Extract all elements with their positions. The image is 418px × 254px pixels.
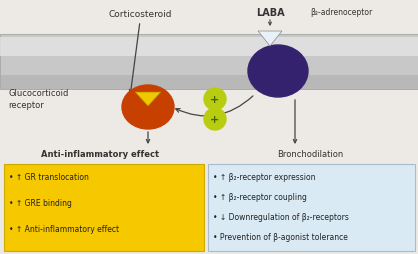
FancyBboxPatch shape — [4, 164, 204, 251]
FancyArrowPatch shape — [176, 97, 253, 117]
Text: • ↓ Downregulation of β₂-receptors: • ↓ Downregulation of β₂-receptors — [213, 212, 349, 221]
Text: • ↑ Anti-inflammatory effect: • ↑ Anti-inflammatory effect — [9, 224, 119, 233]
Text: • ↑ β₂-receptor expression: • ↑ β₂-receptor expression — [213, 172, 316, 181]
Text: β₂-adrenoceptor: β₂-adrenoceptor — [310, 8, 372, 17]
Text: +: + — [210, 115, 219, 124]
Text: Bronchodilation: Bronchodilation — [277, 149, 343, 158]
Text: • ↑ β₂-receptor coupling: • ↑ β₂-receptor coupling — [213, 192, 307, 201]
Polygon shape — [135, 93, 161, 107]
Polygon shape — [258, 32, 282, 47]
Circle shape — [204, 89, 226, 110]
Ellipse shape — [248, 46, 308, 98]
Text: • ↑ GR translocation: • ↑ GR translocation — [9, 172, 89, 181]
Text: • ↑ GRE binding: • ↑ GRE binding — [9, 198, 72, 207]
Text: Glucocorticoid: Glucocorticoid — [8, 88, 69, 97]
Text: Corticosteroid: Corticosteroid — [108, 10, 172, 19]
Bar — [0, 76, 418, 90]
Ellipse shape — [122, 86, 174, 130]
Text: • Prevention of β-agonist tolerance: • Prevention of β-agonist tolerance — [213, 232, 348, 241]
Bar — [0, 35, 418, 90]
FancyBboxPatch shape — [208, 164, 415, 251]
Circle shape — [204, 108, 226, 131]
Text: Anti-inflammatory effect: Anti-inflammatory effect — [41, 149, 159, 158]
Bar — [0, 38, 418, 57]
Text: +: + — [210, 95, 219, 105]
Text: LABA: LABA — [256, 8, 284, 18]
Text: receptor: receptor — [8, 100, 44, 109]
